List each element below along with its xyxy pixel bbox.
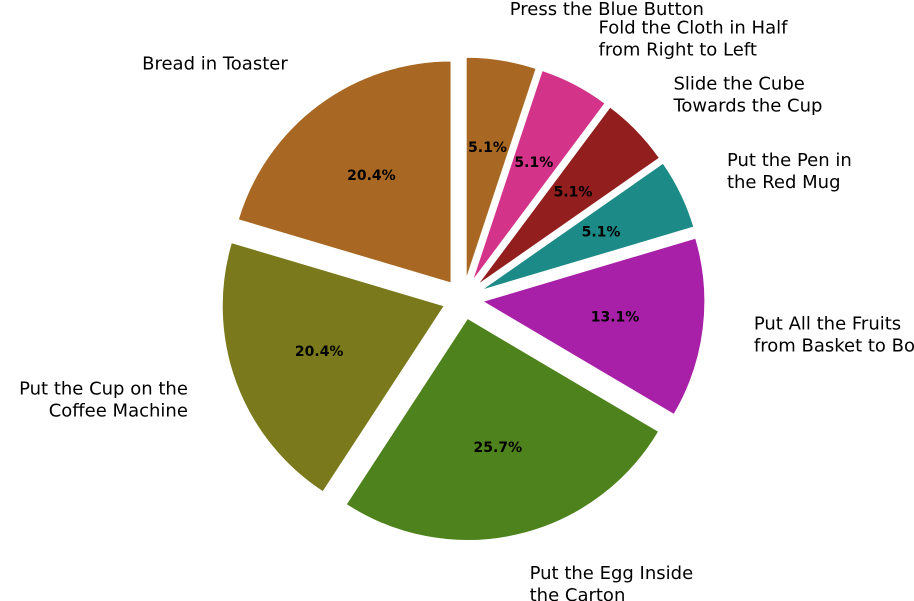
pie-slice (481, 237, 706, 416)
pie-slice (476, 106, 661, 286)
slice-percent-label: 20.4% (295, 344, 344, 360)
slice-percent-label: 25.7% (474, 440, 523, 456)
pie-slice (345, 317, 660, 541)
slice-category-label: Put the Cup on the Coffee Machine (19, 379, 188, 422)
pie-slice (480, 162, 695, 291)
category-label-line: Put All the Fruits (754, 313, 901, 334)
slice-category-label: Put All the Fruits from Basket to Box (754, 313, 914, 356)
pie-slice (471, 69, 606, 282)
slice-category-label: Fold the Cloth in Half from Right to Left (599, 18, 789, 61)
pie-slice (237, 60, 452, 284)
category-label-line: from Right to Left (599, 40, 757, 61)
slice-category-label: Bread in Toaster (142, 54, 288, 75)
category-label-line: the Red Mug (727, 172, 841, 193)
pie-slice (221, 241, 446, 493)
slice-category-label: Press the Blue Button (510, 0, 704, 20)
slice-category-label: Put the Egg Inside the Carton (530, 563, 694, 601)
pie-slices (221, 56, 706, 541)
category-label-line: from Basket to Box (754, 335, 914, 356)
slice-percent-label: 20.4% (347, 168, 396, 184)
category-label-line: Coffee Machine (49, 401, 188, 422)
slice-category-label: Slide the Cube Towards the Cup (672, 74, 822, 117)
category-label-line: Bread in Toaster (142, 54, 288, 75)
slice-percent-label: 5.1% (582, 224, 621, 240)
category-label-line: the Carton (530, 585, 626, 601)
slice-percent-label: 5.1% (468, 140, 507, 156)
category-label-line: Put the Cup on the (19, 379, 188, 400)
category-label-line: Put the Pen in (727, 150, 852, 171)
category-label-line: Fold the Cloth in Half (599, 18, 789, 39)
category-label-line: Put the Egg Inside (530, 563, 694, 584)
category-labels: Bread in Toaster Put the Cup on the Coffee… (19, 0, 914, 601)
category-label-line: Towards the Cup (672, 96, 822, 117)
pie-slice (465, 56, 537, 280)
slice-percent-label: 5.1% (554, 184, 593, 200)
slice-percent-label: 13.1% (591, 310, 640, 326)
percent-labels: 20.4%20.4%25.7%13.1%5.1%5.1%5.1%5.1% (295, 140, 639, 456)
category-label-line: Press the Blue Button (510, 0, 704, 20)
slice-category-label: Put the Pen in the Red Mug (727, 150, 852, 193)
slice-percent-label: 5.1% (514, 155, 553, 171)
category-label-line: Slide the Cube (673, 74, 804, 95)
